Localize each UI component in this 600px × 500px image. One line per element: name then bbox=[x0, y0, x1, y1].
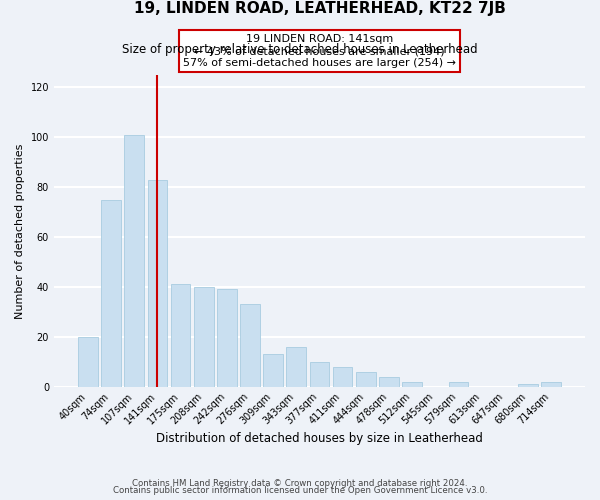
Bar bbox=[263, 354, 283, 386]
Bar bbox=[101, 200, 121, 386]
Bar bbox=[78, 337, 98, 386]
Bar bbox=[240, 304, 260, 386]
Title: 19, LINDEN ROAD, LEATHERHEAD, KT22 7JB: 19, LINDEN ROAD, LEATHERHEAD, KT22 7JB bbox=[134, 0, 505, 16]
Y-axis label: Number of detached properties: Number of detached properties bbox=[15, 143, 25, 318]
Bar bbox=[449, 382, 468, 386]
X-axis label: Distribution of detached houses by size in Leatherhead: Distribution of detached houses by size … bbox=[156, 432, 483, 445]
Text: Contains HM Land Registry data © Crown copyright and database right 2024.: Contains HM Land Registry data © Crown c… bbox=[132, 478, 468, 488]
Bar bbox=[518, 384, 538, 386]
Bar bbox=[333, 366, 352, 386]
Bar bbox=[356, 372, 376, 386]
Bar bbox=[379, 376, 399, 386]
Bar bbox=[310, 362, 329, 386]
Text: Contains public sector information licensed under the Open Government Licence v3: Contains public sector information licen… bbox=[113, 486, 487, 495]
Bar bbox=[286, 347, 306, 387]
Bar bbox=[217, 290, 236, 386]
Bar bbox=[402, 382, 422, 386]
Text: Size of property relative to detached houses in Leatherhead: Size of property relative to detached ho… bbox=[122, 42, 478, 56]
Bar bbox=[194, 287, 214, 386]
Bar bbox=[541, 382, 561, 386]
Bar bbox=[148, 180, 167, 386]
Text: 19 LINDEN ROAD: 141sqm
← 43% of detached houses are smaller (194)
57% of semi-de: 19 LINDEN ROAD: 141sqm ← 43% of detached… bbox=[183, 34, 456, 68]
Bar bbox=[170, 284, 190, 386]
Bar bbox=[124, 135, 144, 386]
